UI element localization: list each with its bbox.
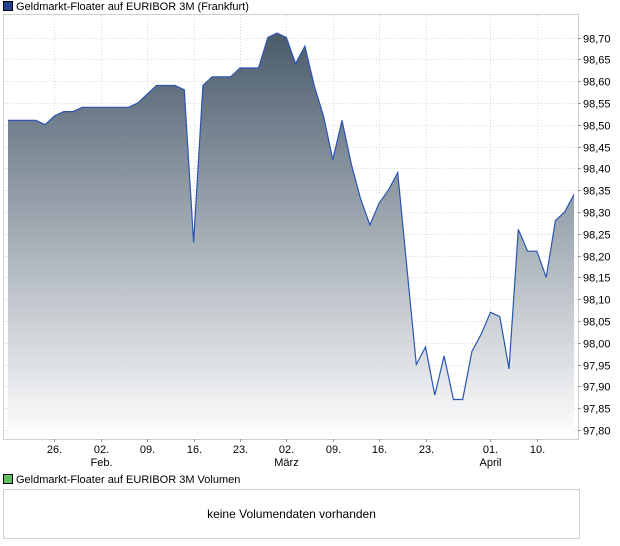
volume-legend-label: Geldmarkt-Floater auf EURIBOR 3M Volumen [16, 474, 241, 486]
y-tick-label: 98,60 [583, 77, 611, 89]
volume-panel: keine Volumendaten vorhanden [3, 489, 580, 539]
price-chart: 98,70 98,65 98,60 98,55 98,50 98,45 98,40 98,35… [3, 14, 611, 469]
x-tick-label: 02. [279, 444, 294, 456]
y-tick-label: 98,30 [583, 208, 611, 220]
price-legend-swatch [3, 1, 13, 11]
y-tick-label: 98,05 [583, 317, 611, 329]
y-tick-label: 97,85 [583, 404, 611, 416]
y-tick-label: 98,40 [583, 164, 611, 176]
y-tick-label: 97,90 [583, 382, 611, 394]
x-tick-label: 16. [372, 444, 387, 456]
y-tick-label: 98,70 [583, 34, 611, 46]
y-tick-label: 98,00 [583, 339, 611, 351]
y-tick-label: 98,15 [583, 273, 611, 285]
x-tick-label: 23. [419, 444, 434, 456]
price-legend: Geldmarkt-Floater auf EURIBOR 3M (Frankf… [3, 0, 249, 14]
y-tick-label: 97,95 [583, 361, 611, 373]
y-tick-label: 98,45 [583, 143, 611, 155]
volume-legend-swatch [3, 474, 13, 484]
x-tick-label: 09. [140, 444, 155, 456]
x-month-label: März [274, 457, 298, 469]
y-tick-label: 98,50 [583, 121, 611, 133]
y-tick-label: 98,10 [583, 295, 611, 307]
y-tick-label: 98,20 [583, 252, 611, 264]
y-axis: 98,70 98,65 98,60 98,55 98,50 98,45 98,40 98,35… [578, 34, 611, 438]
x-tick-label: 23. [233, 444, 248, 456]
y-tick-label: 98,65 [583, 55, 611, 67]
y-tick-label: 98,35 [583, 186, 611, 198]
x-month-label: April [479, 457, 501, 469]
price-line [8, 32, 575, 401]
y-tick-label: 98,25 [583, 230, 611, 242]
price-area-fill [8, 33, 574, 439]
volume-legend: Geldmarkt-Floater auf EURIBOR 3M Volumen [3, 473, 240, 487]
no-volume-message: keine Volumendaten vorhanden [207, 507, 376, 521]
x-tick-label: 09. [326, 444, 341, 456]
x-tick-label: 01. [483, 444, 498, 456]
price-legend-label: Geldmarkt-Floater auf EURIBOR 3M (Frankf… [16, 1, 249, 13]
x-month-label: Feb. [90, 457, 112, 469]
y-tick-label: 97,80 [583, 426, 611, 438]
x-tick-label: 02. [94, 444, 109, 456]
x-tick-label: 26. [47, 444, 62, 456]
y-tick-label: 98,55 [583, 99, 611, 111]
x-tick-label: 10. [530, 444, 545, 456]
x-tick-label: 16. [187, 444, 202, 456]
